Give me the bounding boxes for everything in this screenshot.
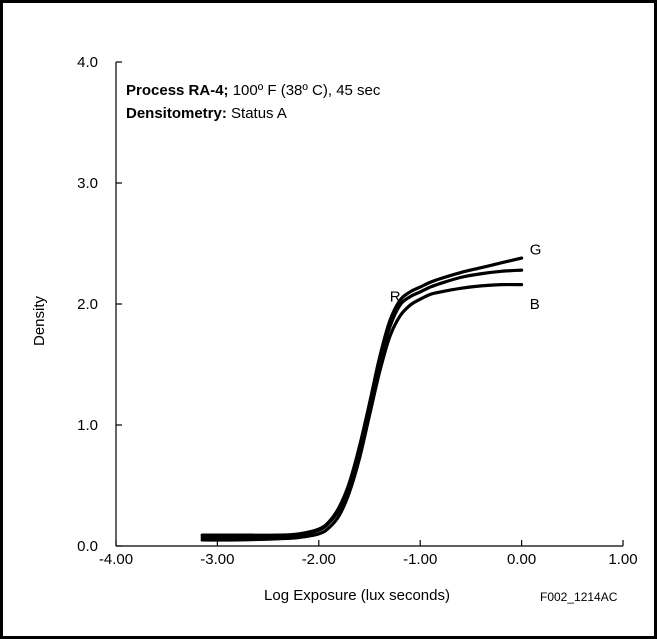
- y-tick-label: 4.0: [77, 54, 98, 71]
- y-ticks: 0.0 1.0 2.0 3.0 4.0: [77, 54, 122, 555]
- title-line-1: Process RA-4; 100º F (38º C), 45 sec: [126, 82, 381, 99]
- y-axis-label: Density: [31, 295, 48, 346]
- curve-g: [200, 256, 524, 537]
- curve-r: [200, 268, 524, 540]
- curve-b: [200, 282, 524, 542]
- curve-label-r: R: [390, 289, 401, 306]
- curves: [200, 256, 524, 542]
- x-ticks: -4.00 -3.00 -2.00 -1.00 0.00 1.00: [99, 540, 638, 568]
- y-tick-label: 0.0: [77, 538, 98, 555]
- x-axis-label: Log Exposure (lux seconds): [264, 587, 450, 604]
- title-line-2: Densitometry: Status A: [126, 105, 287, 122]
- x-tick-label: -3.00: [200, 551, 234, 568]
- y-tick-label: 3.0: [77, 175, 98, 192]
- figure-code: F002_1214AC: [540, 590, 618, 604]
- curve-label-g: G: [530, 242, 542, 259]
- x-tick-label: -2.00: [302, 551, 336, 568]
- curve-label-b: B: [530, 296, 540, 313]
- y-tick-label: 1.0: [77, 417, 98, 434]
- y-tick-label: 2.0: [77, 296, 98, 313]
- x-tick-label: 1.00: [608, 551, 637, 568]
- curve-labels: G R B: [390, 242, 542, 313]
- x-tick-label: -4.00: [99, 551, 133, 568]
- x-tick-label: -1.00: [403, 551, 437, 568]
- x-tick-label: 0.00: [507, 551, 536, 568]
